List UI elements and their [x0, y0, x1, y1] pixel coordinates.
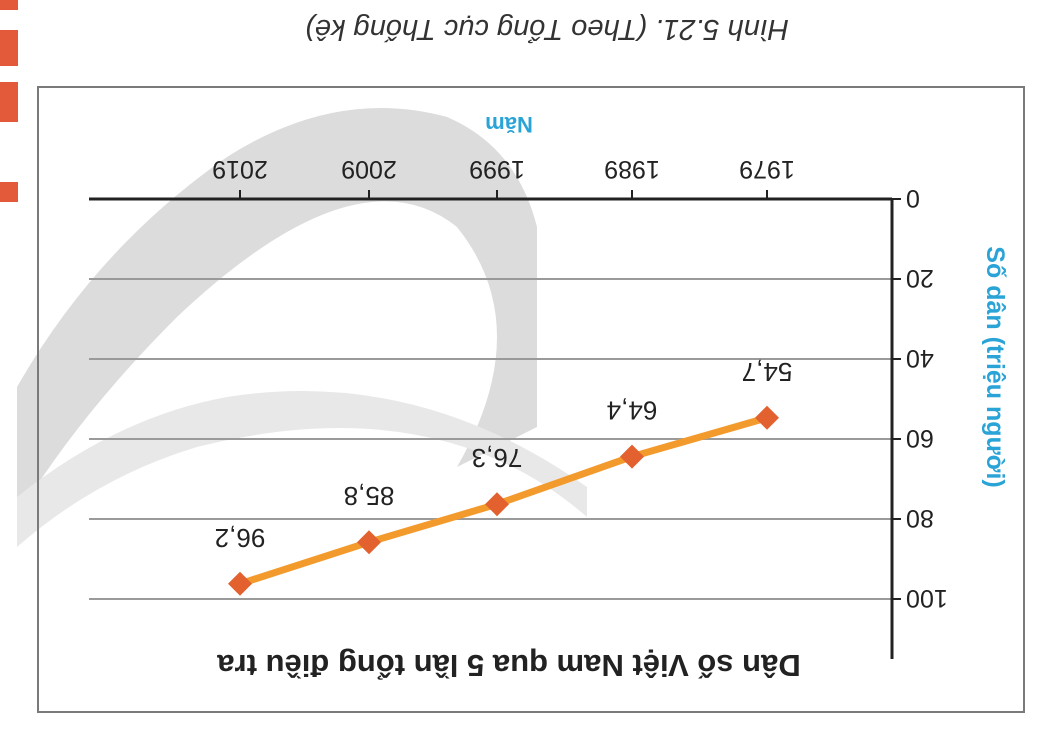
data-label-1979: 54,7 — [742, 357, 793, 387]
x-tick-label-2019: 2019 — [212, 155, 268, 183]
axes — [89, 190, 901, 659]
marker-1999 — [485, 492, 509, 517]
gridlines — [89, 278, 892, 600]
y-tick-label-80: 80 — [906, 504, 934, 532]
edge-mark-4 — [0, 182, 18, 202]
x-tick-label-1979: 1979 — [739, 155, 795, 183]
data-label-1989: 64,4 — [607, 396, 658, 426]
data-label-1999: 76,3 — [472, 443, 523, 473]
marker-1989 — [620, 444, 644, 469]
edge-mark-3 — [0, 82, 18, 122]
y-tick-label-100: 100 — [906, 584, 948, 612]
data-label-2009: 85,8 — [344, 481, 395, 511]
x-tick-label-1999: 1999 — [469, 155, 525, 183]
background-leaf — [17, 108, 537, 517]
series-population: 54,7 64,4 76,3 85,8 96,2 — [215, 357, 793, 596]
edge-mark-1 — [0, 0, 18, 10]
marker-2009 — [357, 530, 381, 555]
marker-2019 — [228, 571, 252, 596]
background-swoosh — [17, 391, 587, 547]
x-tick-labels: 1979 1989 1999 2009 2019 — [212, 155, 795, 183]
x-tick-label-1989: 1989 — [604, 155, 660, 183]
y-tick-label-60: 60 — [906, 424, 934, 452]
y-tick-labels: 0 20 40 60 80 100 — [906, 184, 948, 612]
chart-frame — [37, 86, 1025, 713]
y-tick-label-40: 40 — [906, 344, 934, 372]
y-axis-label: Số dân (triệu người) — [981, 246, 1009, 487]
y-tick-label-20: 20 — [906, 264, 934, 292]
figure-caption: Hình 5.21. (Theo Tổng cục Thống kê) — [305, 13, 789, 45]
marker-1979 — [755, 405, 779, 430]
x-tick-label-2009: 2009 — [341, 155, 397, 183]
x-axis-label: Năm — [485, 112, 533, 137]
y-tick-label-0: 0 — [906, 184, 920, 212]
edge-mark-2 — [0, 30, 18, 66]
chart-title: Dân số Việt Nam qua 5 lần tổng điều tra — [217, 648, 801, 683]
data-label-2019: 96,2 — [215, 523, 266, 553]
